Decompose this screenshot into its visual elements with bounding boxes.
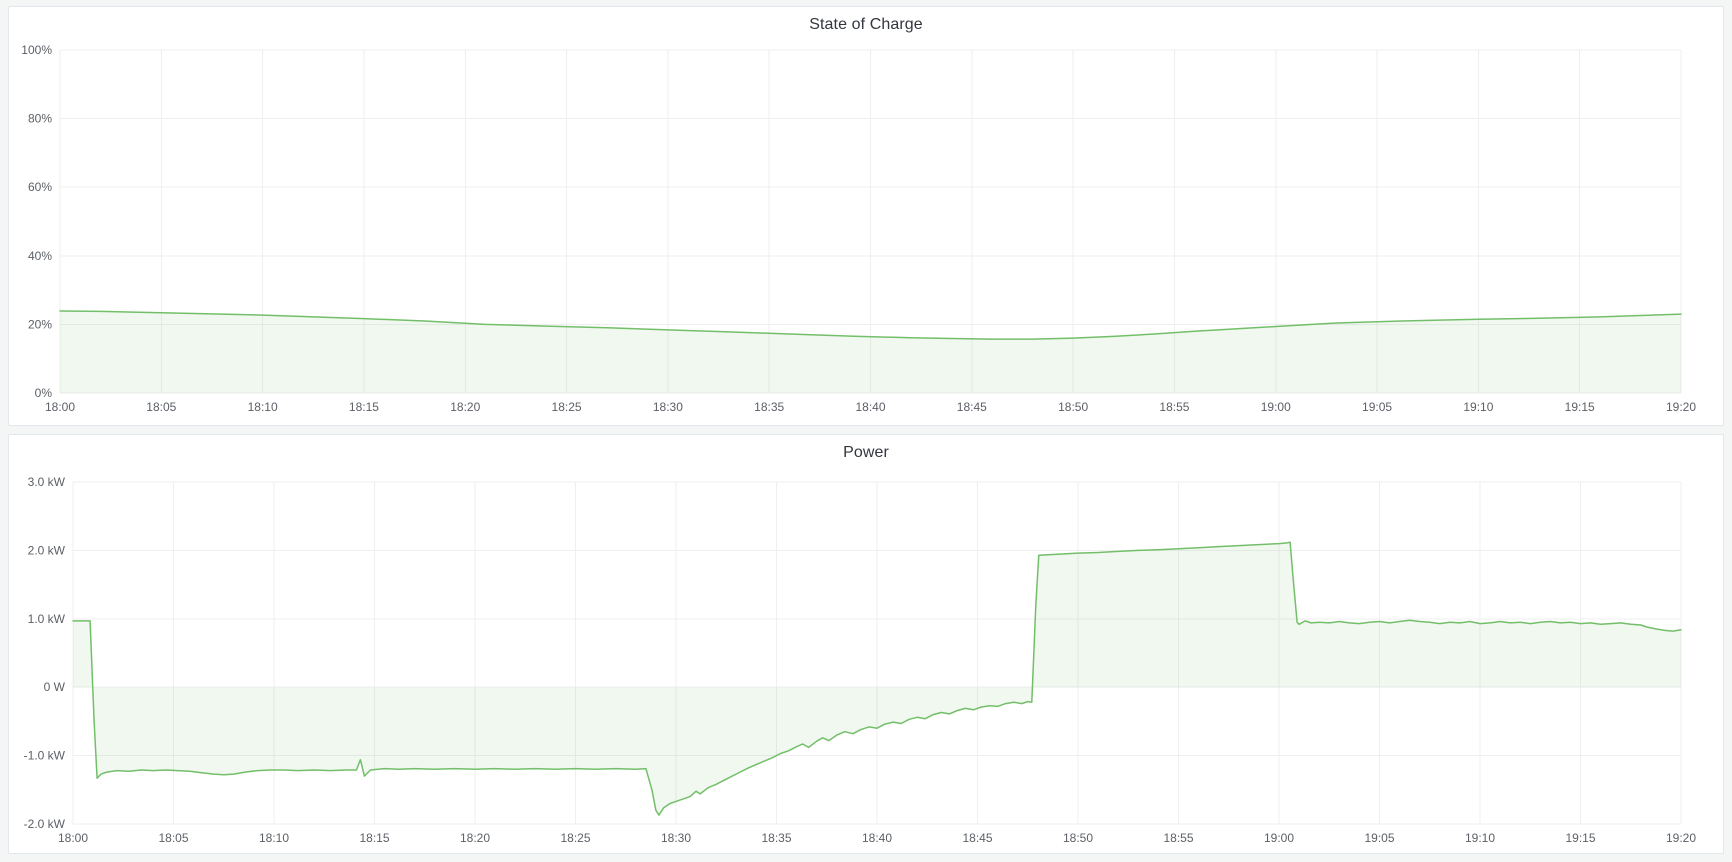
power-panel: Power 3.0 kW 2.0 kW 1.0 kW 0 W -1.0 kW -2.0 k… [8, 434, 1724, 854]
x-tick-label: 18:35 [754, 400, 784, 414]
x-tick-label: 18:55 [1159, 400, 1189, 414]
soc-panel: State of Charge 100% 80% 60% 40% 20% 0% 18:00 1… [8, 6, 1724, 426]
x-tick-label: 18:20 [450, 400, 480, 414]
x-tick-label: 18:15 [349, 400, 379, 414]
y-tick-label: 0 W [44, 680, 66, 694]
y-tick-label: 1.0 kW [28, 612, 66, 626]
x-tick-label: 18:05 [158, 831, 188, 845]
x-tick-label: 18:20 [460, 831, 490, 845]
x-tick-label: 18:55 [1163, 831, 1193, 845]
x-tick-label: 18:10 [259, 831, 289, 845]
x-tick-label: 19:15 [1565, 400, 1595, 414]
x-tick-label: 19:05 [1364, 831, 1394, 845]
x-tick-label: 18:45 [962, 831, 992, 845]
y-tick-label: -2.0 kW [24, 817, 66, 831]
x-tick-label: 19:10 [1463, 400, 1493, 414]
x-tick-label: 19:20 [1666, 831, 1696, 845]
x-tick-label: 18:15 [359, 831, 389, 845]
power-chart[interactable]: 3.0 kW 2.0 kW 1.0 kW 0 W -1.0 kW -2.0 kW18:00… [9, 435, 1723, 853]
x-tick-label: 18:00 [45, 400, 75, 414]
x-tick-label: 18:50 [1058, 400, 1088, 414]
x-tick-label: 19:15 [1565, 831, 1595, 845]
y-tick-label: -1.0 kW [24, 749, 66, 763]
y-tick-label: 100% [21, 43, 52, 57]
x-tick-label: 18:30 [661, 831, 691, 845]
soc-chart[interactable]: 100% 80% 60% 40% 20% 0%18:00 18:05 18:10 18:15 18… [9, 7, 1723, 425]
x-tick-label: 19:05 [1362, 400, 1392, 414]
y-tick-label: 80% [28, 112, 52, 126]
x-tick-label: 18:25 [560, 831, 590, 845]
x-tick-label: 18:40 [855, 400, 885, 414]
x-tick-label: 18:30 [653, 400, 683, 414]
x-tick-label: 18:40 [862, 831, 892, 845]
x-tick-label: 18:05 [146, 400, 176, 414]
x-tick-label: 19:00 [1261, 400, 1291, 414]
x-tick-label: 19:00 [1264, 831, 1294, 845]
y-tick-label: 40% [28, 249, 52, 263]
x-tick-label: 18:50 [1063, 831, 1093, 845]
power-series-line [72, 541, 1682, 816]
y-tick-label: 2.0 kW [28, 543, 66, 557]
x-tick-label: 18:35 [761, 831, 791, 845]
x-tick-label: 18:10 [248, 400, 278, 414]
soc-series-line [59, 310, 1682, 340]
x-tick-label: 19:10 [1465, 831, 1495, 845]
power-series-area [73, 542, 1681, 816]
y-tick-label: 0% [35, 386, 53, 400]
y-tick-label: 20% [28, 317, 52, 331]
y-tick-label: 3.0 kW [28, 475, 66, 489]
y-tick-label: 60% [28, 180, 52, 194]
soc-series-area [60, 311, 1681, 393]
x-tick-label: 18:25 [552, 400, 582, 414]
panel-title: State of Charge [809, 16, 923, 33]
x-tick-label: 19:20 [1666, 400, 1696, 414]
x-tick-label: 18:00 [58, 831, 88, 845]
x-tick-label: 18:45 [957, 400, 987, 414]
panel-title: Power [843, 444, 889, 461]
